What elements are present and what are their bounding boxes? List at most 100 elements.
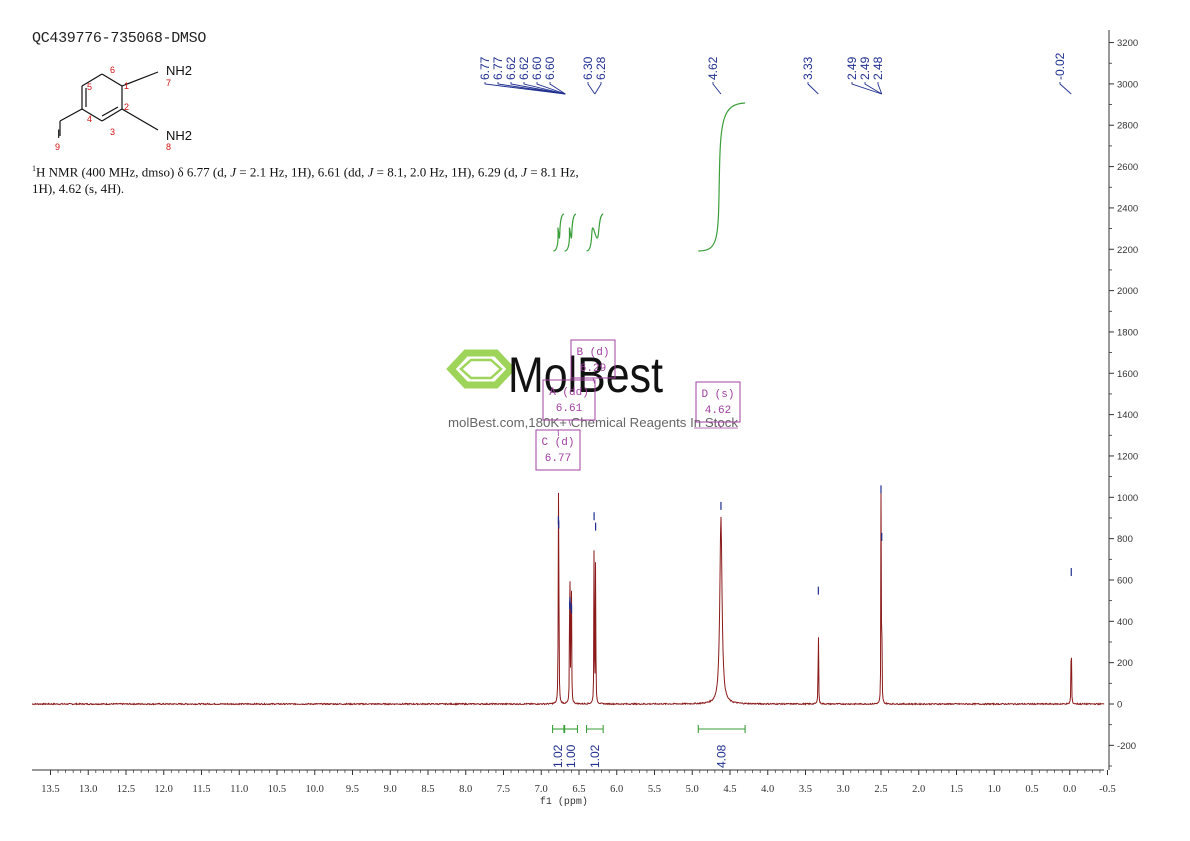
peak-shift-label: 6.30: [581, 56, 595, 80]
sample-id: QC439776-735068-DMSO: [32, 30, 207, 47]
multiplet-connector: [557, 429, 560, 437]
y-tick-label: 1800: [1117, 327, 1138, 338]
spectrum-trace: [31, 485, 1105, 706]
multiplet-value: 6.29: [580, 363, 606, 375]
x-tick-label: 0.5: [1025, 784, 1038, 795]
peak-label-connector: [510, 82, 566, 95]
peak-shift-label: 2.49: [858, 56, 872, 80]
integral-curve: [586, 213, 604, 252]
nmr-description: 1H NMR (400 MHz, dmso) δ 6.77 (d, J = 2.…: [32, 160, 632, 197]
x-tick-label: 4.0: [761, 784, 774, 795]
integral-value: 1.02: [588, 744, 602, 768]
y-tick-label: 2400: [1117, 203, 1138, 214]
peak-label-connector: [549, 82, 566, 95]
multiplet-value: 6.77: [545, 453, 571, 465]
integral-curves: [553, 102, 746, 252]
x-tick-label: 2.5: [874, 784, 887, 795]
multiplet-connector: [592, 377, 596, 385]
integral-curve: [564, 213, 577, 252]
peak-shift-label: 6.60: [530, 56, 544, 80]
peak-shift-label: 4.62: [706, 56, 720, 80]
molbest-logo-icon: [446, 349, 516, 389]
x-tick-label: 3.5: [799, 784, 812, 795]
peak-shift-label: 6.77: [478, 56, 492, 80]
atom-number-5: 5: [87, 82, 92, 92]
x-tick-label: 9.5: [346, 784, 359, 795]
x-tick-label: 1.0: [988, 784, 1001, 795]
desc-line-2: 1H), 4.62 (s, 4H).: [32, 181, 125, 197]
x-tick-label: 13.0: [79, 784, 97, 795]
integral-curve-large: [698, 102, 746, 252]
x-tick-label: 5.0: [686, 784, 699, 795]
y-tick-label: 1000: [1117, 493, 1138, 504]
peak-label-connector: [523, 82, 566, 95]
y-axis: 3200300028002600240022002000180016001400…: [1108, 30, 1138, 770]
peak-label-connector: [587, 82, 596, 95]
watermark-tagline: molBest.com,180K+ Chemical Reagents In S…: [448, 416, 739, 430]
peak-label-connector: [594, 82, 602, 95]
y-tick-label: 3200: [1117, 38, 1138, 49]
x-tick-label: 5.5: [648, 784, 661, 795]
x-axis: 13.5 13.0 12.5 12.0 11.5 11.0 10.5 10.0 9.5 9.0 8.…: [32, 769, 1116, 808]
x-tick-label: 2.0: [912, 784, 925, 795]
x-tick-label: 1.5: [950, 784, 963, 795]
multiplet-label: C (d): [541, 437, 574, 449]
iodine-label: I: [57, 127, 60, 141]
peak-label-connector: [807, 82, 819, 95]
y-tick-label: 3000: [1117, 79, 1138, 90]
x-tick-label: 12.0: [155, 784, 173, 795]
desc-text-4: = 8.1 Hz,: [526, 164, 579, 180]
x-tick-label: 7.5: [497, 784, 510, 795]
peak-shift-label: 3.33: [801, 56, 815, 80]
nh2-bottom-label: NH2: [166, 128, 192, 143]
x-tick-label: 10.0: [306, 784, 324, 795]
peak-label-connector: [712, 82, 722, 95]
integral-value: 1.02: [551, 744, 565, 768]
multiplet-connector: [717, 421, 722, 429]
peak-label-connector: [484, 82, 566, 95]
atom-number-2: 2: [124, 102, 129, 112]
integral-bars: 1.021.00 1.02 4.08: [551, 725, 746, 768]
peak-shift-label: 2.49: [845, 56, 859, 80]
multiplet-label: D (s): [701, 389, 734, 401]
x-tick-label: 6.5: [572, 784, 585, 795]
x-tick-label: 8.5: [421, 784, 434, 795]
peak-shift-label: 6.28: [594, 56, 608, 80]
peak-labels: 6.77 6.77 6.62 6.62 6.60 6.60 6.30 6.28 4.62 3.33…: [478, 52, 1072, 95]
x-tick-label: 11.0: [230, 784, 248, 795]
x-tick-label: 6.0: [610, 784, 623, 795]
peak-label-connector: [864, 82, 882, 95]
x-tick-label: 13.5: [41, 784, 59, 795]
x-tick-label: 12.5: [117, 784, 135, 795]
coupling-j-3: J: [521, 164, 527, 180]
y-tick-label: 2600: [1117, 162, 1138, 173]
coupling-j-1: J: [230, 164, 237, 180]
y-tick-label: 800: [1117, 534, 1133, 545]
y-tick-label: 1400: [1117, 410, 1138, 421]
atom-number-1: 1: [124, 81, 129, 91]
y-tick-label: 2200: [1117, 245, 1138, 256]
peak-label-connector: [1059, 82, 1072, 95]
x-tick-label: 4.5: [723, 784, 736, 795]
x-tick-label: 8.0: [459, 784, 472, 795]
peak-shift-label: -0.02: [1053, 52, 1067, 80]
y-tick-label: 2000: [1117, 286, 1138, 297]
chemical-structure: NH2 NH2 I 1 2 3 4 5 6 7 8 9: [55, 63, 192, 152]
peak-label-connector: [536, 82, 566, 95]
atom-number-7: 7: [166, 78, 171, 88]
y-tick-label: 200: [1117, 658, 1133, 669]
x-tick-label: -0.5: [1099, 784, 1116, 795]
spectrum-line: [31, 489, 1105, 706]
multiplet-value: 6.61: [556, 403, 583, 415]
nh2-top-label: NH2: [166, 63, 192, 78]
atom-number-6: 6: [110, 65, 115, 75]
multiplet-connector: [568, 419, 572, 427]
x-axis-title: f1 (ppm): [540, 796, 588, 808]
multiplet-boxes: B (d) 6.29 A (dd) 6.61 C (d) 6.77 D (s) 4.62: [535, 339, 741, 471]
peak-label-connector: [877, 82, 883, 95]
peak-label-connector: [497, 82, 566, 95]
atom-number-3: 3: [110, 127, 115, 137]
peak-shift-label: 6.62: [517, 56, 531, 80]
x-tick-label: 9.0: [384, 784, 397, 795]
